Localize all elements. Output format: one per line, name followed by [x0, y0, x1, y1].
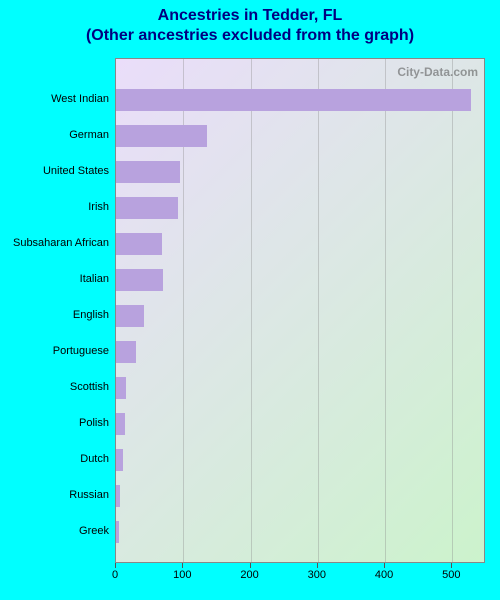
bar — [116, 233, 162, 255]
bar — [116, 89, 471, 111]
y-axis-label: Scottish — [10, 381, 109, 393]
gridline — [385, 59, 386, 562]
bar — [116, 521, 119, 543]
title-line-2: (Other ancestries excluded from the grap… — [0, 26, 500, 46]
y-axis-label: Subsaharan African — [10, 237, 109, 249]
chart-title: Ancestries in Tedder, FL (Other ancestri… — [0, 0, 500, 46]
bar — [116, 269, 163, 291]
bar — [116, 485, 120, 507]
x-tick — [182, 563, 183, 568]
x-tick — [250, 563, 251, 568]
bar — [116, 377, 126, 399]
x-axis-label: 500 — [442, 569, 460, 581]
y-axis-label: Portuguese — [10, 345, 109, 357]
bar — [116, 197, 178, 219]
x-tick — [451, 563, 452, 568]
bar — [116, 413, 125, 435]
y-axis-label: Russian — [10, 489, 109, 501]
plot-area: City-Data.com — [115, 58, 485, 563]
x-tick — [115, 563, 116, 568]
x-axis-label: 200 — [240, 569, 258, 581]
x-tick — [317, 563, 318, 568]
bar — [116, 305, 144, 327]
x-axis-label: 100 — [173, 569, 191, 581]
y-axis-label: Greek — [10, 525, 109, 537]
x-axis-label: 400 — [375, 569, 393, 581]
bar — [116, 161, 180, 183]
bar — [116, 125, 207, 147]
gridline — [452, 59, 453, 562]
chart-area: City-Data.com 0 100 200 300 400 500 West India… — [10, 54, 490, 593]
y-axis-label: Irish — [10, 201, 109, 213]
bar — [116, 449, 123, 471]
y-axis-label: Italian — [10, 273, 109, 285]
bar — [116, 341, 136, 363]
watermark: City-Data.com — [397, 65, 478, 79]
y-axis-label: West Indian — [10, 93, 109, 105]
y-axis-label: German — [10, 129, 109, 141]
y-axis-label: English — [10, 309, 109, 321]
title-line-1: Ancestries in Tedder, FL — [0, 6, 500, 26]
gridline — [318, 59, 319, 562]
x-axis-label: 300 — [308, 569, 326, 581]
x-tick — [384, 563, 385, 568]
y-axis-label: United States — [10, 165, 109, 177]
y-axis-label: Dutch — [10, 453, 109, 465]
x-axis-label: 0 — [112, 569, 118, 581]
gridline — [251, 59, 252, 562]
y-axis-label: Polish — [10, 417, 109, 429]
